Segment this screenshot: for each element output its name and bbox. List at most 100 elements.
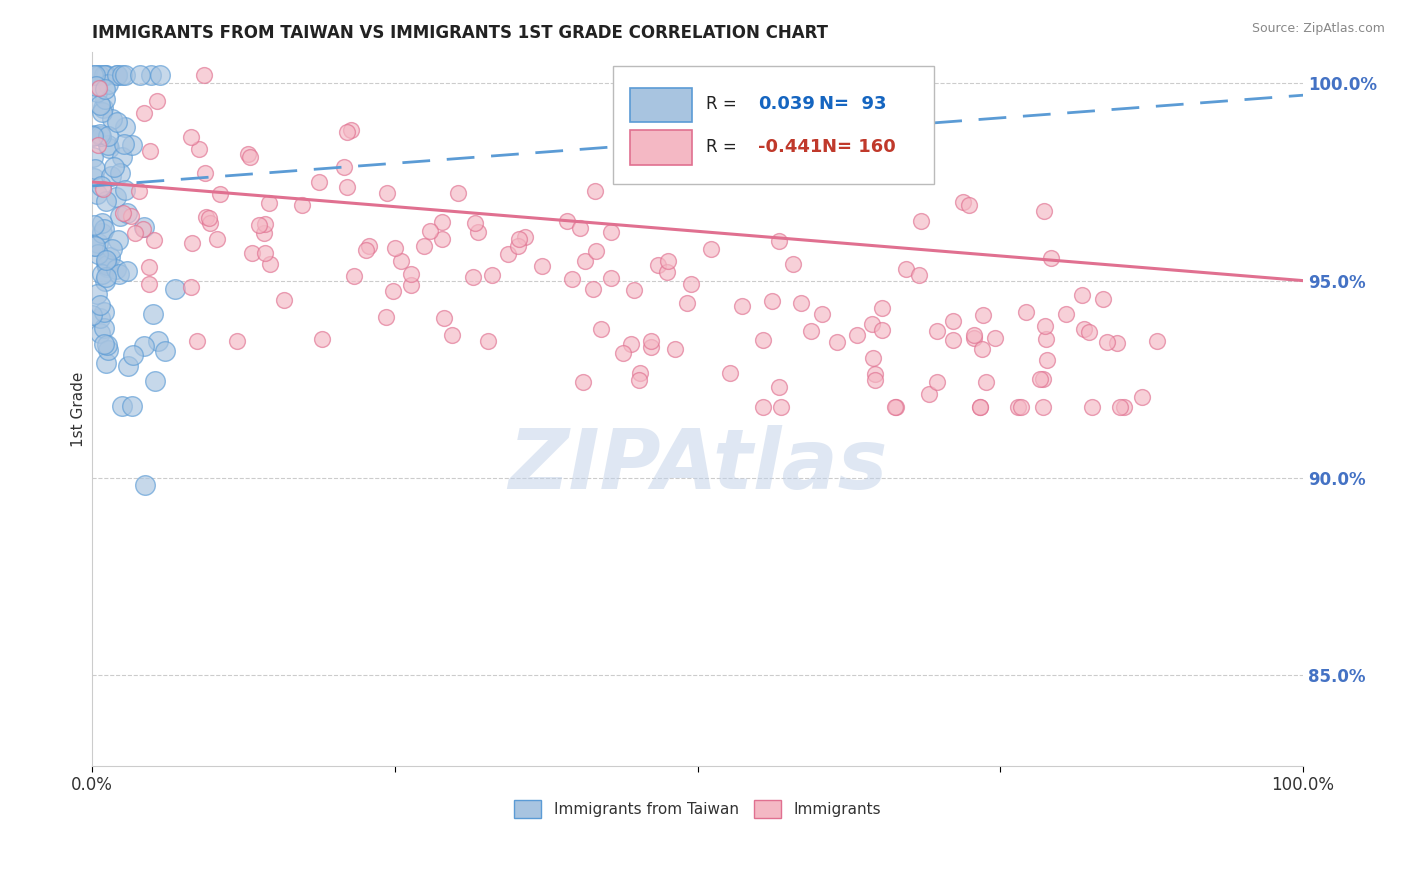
Point (114, 183, 136, 197)
Point (121, 399, 143, 413)
Point (90, 128, 112, 143)
Point (340, 123, 363, 137)
Point (1073, 322, 1095, 336)
Point (447, 186, 470, 200)
Point (105, 190, 128, 204)
Point (657, 254, 679, 268)
Point (1097, 335, 1119, 350)
Point (149, 69, 172, 83)
Point (761, 293, 783, 308)
Point (461, 270, 484, 285)
Point (87, 235, 110, 250)
Point (93, 320, 115, 334)
Point (89, 326, 111, 340)
Point (90, 178, 112, 193)
Point (464, 216, 486, 230)
Point (1077, 325, 1099, 339)
Point (335, 125, 357, 139)
Point (430, 232, 453, 246)
Point (94, 92, 117, 106)
Point (311, 332, 333, 346)
Point (354, 243, 377, 257)
Point (675, 296, 697, 310)
Point (942, 333, 965, 347)
Point (1081, 400, 1104, 414)
Point (399, 277, 422, 292)
Point (84, 239, 107, 253)
Text: IMMIGRANTS FROM TAIWAN VS IMMIGRANTS 1ST GRADE CORRELATION CHART: IMMIGRANTS FROM TAIWAN VS IMMIGRANTS 1ST… (93, 24, 828, 42)
Point (972, 308, 994, 322)
Point (84, 162, 107, 177)
Point (623, 283, 645, 297)
Point (117, 359, 139, 373)
Point (910, 214, 932, 228)
Point (97, 128, 120, 143)
Point (103, 160, 125, 174)
Point (94, 194, 117, 209)
Point (770, 400, 793, 414)
Point (1109, 400, 1132, 414)
Point (399, 267, 422, 281)
Point (1010, 400, 1032, 414)
Point (984, 330, 1007, 344)
Point (108, 209, 131, 223)
Point (114, 69, 136, 83)
Point (111, 69, 134, 83)
Point (381, 284, 404, 298)
Point (96, 258, 118, 272)
Point (333, 160, 356, 174)
Point (91, 216, 114, 230)
Text: N=  93: N= 93 (818, 95, 886, 113)
Point (253, 226, 276, 240)
Point (640, 334, 662, 348)
Point (894, 262, 917, 277)
Point (1039, 251, 1062, 265)
Point (1035, 352, 1057, 367)
Point (1146, 334, 1168, 348)
Point (138, 144, 160, 158)
Point (89, 97, 111, 112)
Point (863, 373, 886, 387)
Point (100, 169, 122, 183)
Point (870, 323, 893, 337)
Point (193, 69, 215, 83)
Point (1032, 371, 1054, 385)
Point (790, 296, 813, 310)
Point (91, 182, 114, 196)
Point (240, 245, 263, 260)
Point (83, 128, 105, 142)
Point (308, 175, 330, 189)
Point (962, 328, 984, 343)
Point (101, 112, 124, 127)
Point (555, 214, 578, 228)
Point (620, 337, 643, 351)
Point (918, 387, 941, 401)
Point (142, 307, 165, 321)
Point (441, 328, 464, 343)
Point (105, 115, 128, 129)
Point (145, 94, 167, 108)
Point (335, 180, 357, 194)
Point (208, 186, 231, 201)
Point (98, 250, 121, 264)
Point (569, 221, 592, 235)
Point (257, 196, 280, 211)
Point (195, 210, 218, 224)
Point (111, 150, 134, 164)
Point (1031, 400, 1053, 414)
Point (811, 307, 834, 321)
Point (768, 380, 790, 394)
Point (273, 293, 295, 307)
Point (105, 69, 128, 83)
Point (104, 261, 127, 276)
Point (96, 338, 118, 352)
Point (384, 241, 406, 255)
Point (751, 400, 773, 414)
Point (253, 217, 276, 231)
Point (145, 374, 167, 388)
Point (94, 274, 117, 288)
Point (927, 376, 949, 390)
Point (389, 253, 412, 268)
Point (969, 400, 991, 414)
Point (114, 120, 136, 135)
